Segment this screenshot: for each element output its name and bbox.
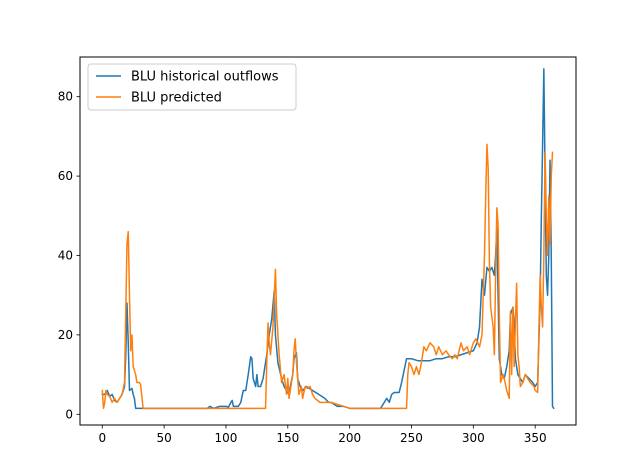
x-tick-label: 0 <box>98 431 106 445</box>
x-tick-label: 250 <box>400 431 423 445</box>
x-tick-label: 50 <box>156 431 171 445</box>
y-axis: 0 20 40 60 80 <box>58 90 80 421</box>
y-tick-label: 60 <box>58 169 73 183</box>
x-axis: 0 50 100 150 200 250 300 350 <box>98 425 547 445</box>
y-tick-label: 0 <box>65 407 73 421</box>
plot-lines <box>101 68 555 410</box>
legend-label-2: BLU predicted <box>131 91 222 106</box>
x-tick-label: 350 <box>524 431 547 445</box>
y-tick-label: 80 <box>58 90 73 104</box>
legend-box <box>87 63 297 111</box>
y-tick-label: 40 <box>58 248 73 262</box>
legend-label-1: BLU historical outflows <box>131 70 279 85</box>
x-tick-label: 300 <box>462 431 485 445</box>
x-tick-label: 150 <box>276 431 299 445</box>
series-line-2 <box>101 143 554 410</box>
plot-frame <box>79 56 577 426</box>
legend: BLU historical outflows BLU predicted <box>87 63 297 111</box>
x-tick-label: 200 <box>338 431 361 445</box>
y-tick-label: 20 <box>58 328 73 342</box>
x-tick-label: 100 <box>215 431 238 445</box>
